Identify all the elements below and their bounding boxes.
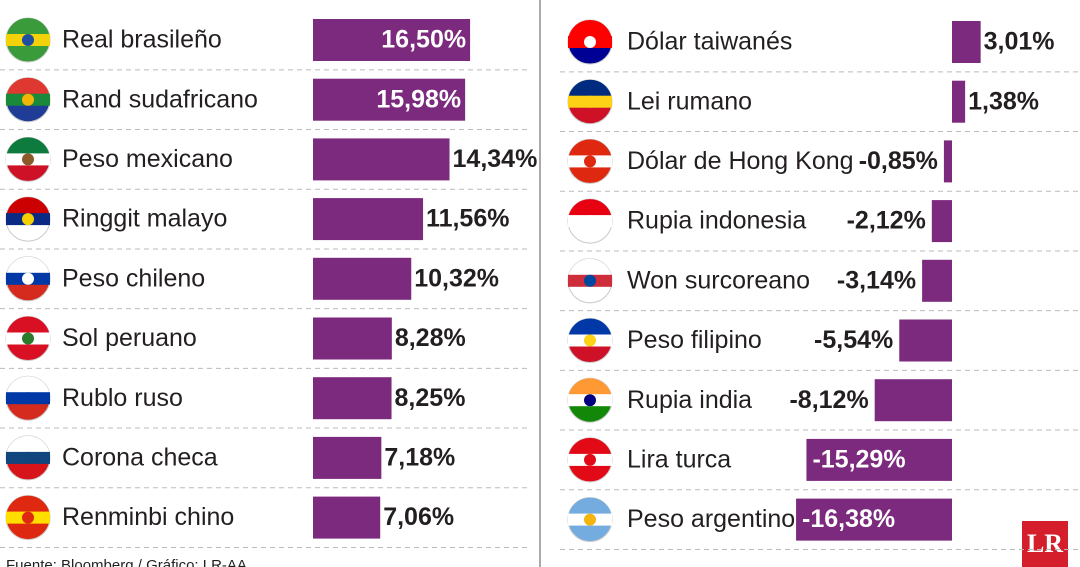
bar: [943, 140, 952, 183]
logo-box: [1022, 521, 1068, 567]
flag: [584, 334, 596, 347]
flag: [584, 155, 596, 168]
bar: [952, 21, 981, 63]
value-label: 8,28%: [395, 324, 466, 352]
flag: [584, 513, 596, 526]
category-label: Peso argentino: [627, 505, 795, 533]
bar: [313, 19, 471, 61]
category-label: Peso chileno: [62, 264, 205, 292]
flag: [22, 451, 34, 464]
value-label: 8,25%: [395, 384, 466, 412]
category-label: Dólar de Hong Kong: [627, 147, 854, 175]
value-label: 11,56%: [426, 205, 509, 233]
flag: [584, 215, 596, 228]
value-label: 15,98%: [376, 85, 461, 113]
flag: [584, 453, 596, 466]
bar: [952, 80, 966, 123]
category-label: Won surcoreano: [627, 266, 810, 294]
bar: [313, 257, 412, 300]
value-label: -5,54%: [814, 326, 893, 354]
bar: [922, 259, 952, 302]
logo: LR: [1027, 529, 1063, 558]
flag: [22, 392, 34, 405]
category-label: Lira turca: [627, 446, 731, 474]
category-label: Ringgit malayo: [62, 205, 227, 233]
flag: [22, 332, 34, 345]
flag: [584, 274, 596, 287]
value-label: -2,12%: [847, 207, 926, 235]
bar: [313, 377, 392, 420]
flag: [22, 153, 34, 166]
category-label: Rand sudafricano: [62, 85, 258, 113]
flag: [584, 36, 596, 48]
value-label: 10,32%: [414, 264, 499, 292]
value-label: -15,29%: [812, 446, 905, 474]
source: Fuente: Bloomberg / Gráfico: LR-AA: [6, 557, 247, 567]
bar: [313, 198, 424, 241]
category-label: Peso filipino: [627, 326, 762, 354]
flag: [584, 95, 596, 108]
category-label: Dólar taiwanés: [627, 28, 792, 56]
flag: [22, 93, 34, 106]
category-label: Rupia india: [627, 386, 752, 414]
bar: [313, 436, 382, 479]
flag: [22, 511, 34, 524]
bar: [313, 496, 381, 539]
value-label: 14,34%: [453, 145, 538, 173]
bar: [796, 498, 952, 541]
bar: [806, 438, 952, 481]
category-label: Rublo ruso: [62, 384, 183, 412]
flag: [584, 394, 596, 407]
bar: [313, 138, 450, 181]
category-label: Lei rumano: [627, 87, 752, 115]
flag: [22, 34, 34, 46]
bar: [313, 78, 466, 121]
value-label: -16,38%: [802, 505, 895, 533]
category-label: Rupia indonesia: [627, 207, 806, 235]
category-label: Corona checa: [62, 444, 218, 472]
value-label: 3,01%: [984, 28, 1055, 56]
category-label: Sol peruano: [62, 324, 197, 352]
bar: [313, 317, 392, 360]
value-label: 16,50%: [381, 26, 466, 54]
value-label: -0,85%: [859, 147, 938, 175]
value-label: 7,18%: [384, 444, 455, 472]
category-label: Peso mexicano: [62, 145, 233, 173]
value-label: -8,12%: [789, 386, 868, 414]
category-label: Renminbi chino: [62, 503, 234, 531]
flag: [22, 213, 34, 226]
bar: [931, 200, 952, 243]
flag: [22, 272, 34, 285]
category-label: Real brasileño: [62, 26, 222, 54]
value-label: -3,14%: [837, 266, 916, 294]
value-label: 1,38%: [968, 87, 1039, 115]
bar: [899, 319, 952, 362]
bar: [874, 379, 952, 422]
value-label: 7,06%: [383, 503, 454, 531]
